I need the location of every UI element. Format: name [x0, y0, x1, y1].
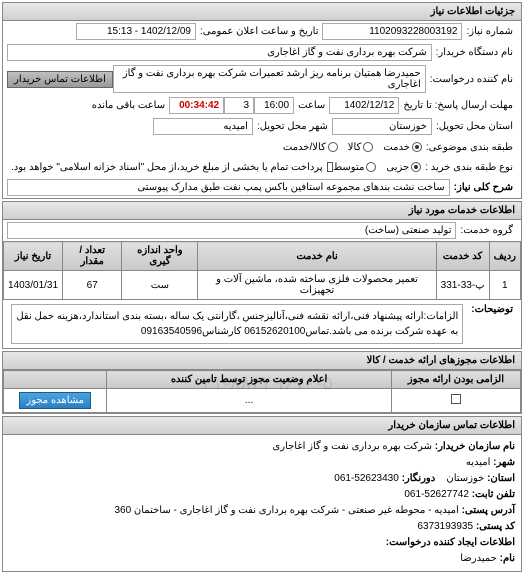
services-panel: اطلاعات خدمات مورد نیاز گروه خدمت: تولید…: [2, 201, 522, 349]
req-no-label: شماره نیاز:: [462, 26, 517, 37]
table-header-row: ردیف کد خدمت نام خدمت واحد اندازه گیری ت…: [4, 242, 521, 271]
req-creator-label: اطلاعات ایجاد کننده درخواست:: [386, 537, 515, 548]
buy-class-label: نوع طبقه بندی خرید :: [421, 162, 517, 173]
tel-val: 52627742-061: [404, 489, 469, 500]
table-header-row: الزامی بودن ارائه مجوز اعلام وضعیت مجوز …: [4, 371, 521, 389]
th-qty: تعداد / مقدار: [63, 242, 122, 271]
subject-class-radios: خدمت کالا کالا/خدمت: [283, 142, 422, 153]
tel-label: تلفن ثابت:: [472, 489, 515, 500]
th-name: نام خدمت: [198, 242, 436, 271]
cell-qty: 67: [63, 271, 122, 300]
city2-val: امیدیه: [466, 457, 491, 468]
post-val: 6373193935: [417, 521, 473, 532]
th-row: ردیف: [489, 242, 520, 271]
radio-goods[interactable]: کالا: [348, 142, 374, 153]
radio-dot-icon: [363, 142, 373, 152]
remaining-time-field: 00:34:42: [169, 97, 224, 114]
panel3-header: اطلاعات مجوزهای ارائه خدمت / کالا: [3, 352, 521, 370]
radio-both[interactable]: کالا/خدمت: [283, 142, 338, 153]
panel2-header: اطلاعات خدمات مورد نیاز: [3, 202, 521, 220]
post-label: کد پستی:: [476, 521, 515, 532]
th-date: تاریخ نیاز: [4, 242, 63, 271]
deadline-time-field: 16:00: [254, 97, 294, 114]
radio-dot-icon: [366, 162, 376, 172]
radio-dot-icon: [328, 142, 338, 152]
desc-label: توضیحات:: [467, 302, 517, 317]
org-label: نام سازمان خریدار:: [435, 441, 515, 452]
cell-date: 1403/01/31: [4, 271, 63, 300]
cell-required: [391, 389, 520, 413]
permits-panel: اطلاعات مجوزهای ارائه خدمت / کالا ۰۲۱-۸۸…: [2, 351, 522, 414]
req-no-field: 1102093228003192: [322, 23, 462, 40]
table-row[interactable]: 1 پ-33-331 تعمیر محصولات فلزی ساخته شده،…: [4, 271, 521, 300]
desc-text: الزامات:ارائه پیشنهاد فنی،ارائه نقشه فنی…: [11, 304, 463, 344]
services-table: ردیف کد خدمت نام خدمت واحد اندازه گیری ت…: [3, 241, 521, 300]
treasury-checkbox[interactable]: [327, 162, 333, 172]
city-field: امیدیه: [153, 118, 253, 135]
need-title-field: ساخت نشت بندهای مجموعه استافین باکس پمپ …: [7, 179, 450, 196]
required-checkbox[interactable]: [451, 394, 461, 404]
radio-dot-icon: [412, 142, 422, 152]
need-title-label: شرح کلی نیاز:: [450, 180, 517, 195]
time-label: ساعت: [294, 100, 329, 111]
addr-label: آدرس پستی:: [462, 505, 515, 516]
cell-action: مشاهده مجوز: [4, 389, 107, 413]
buyer-label: نام دستگاه خریدار:: [432, 47, 517, 58]
panel1-header: جزئیات اطلاعات نیاز: [3, 3, 521, 21]
deadline-date-field: 1402/12/12: [329, 97, 399, 114]
prov2-label: استان:: [487, 473, 515, 484]
city-label: شهر محل تحویل:: [253, 121, 332, 132]
buyer-contact-button[interactable]: اطلاعات تماس خریدار: [7, 71, 113, 88]
contact-info-block: نام سازمان خریدار: شرکت بهره برداری نفت …: [3, 435, 521, 571]
buy-class-radios: جزیی متوسط: [333, 162, 421, 173]
province-label: استان محل تحویل:: [432, 121, 517, 132]
count-field: 3: [224, 97, 254, 114]
requester-label: نام کننده درخواست:: [426, 74, 517, 85]
province-field: خوزستان: [332, 118, 432, 135]
group-label: گروه خدمت:: [456, 225, 517, 236]
org-val: شرکت بهره برداری نفت و گاز اغاجاری: [272, 441, 432, 452]
table-row: ... مشاهده مجوز: [4, 389, 521, 413]
th-code: کد خدمت: [436, 242, 489, 271]
group-field: تولید صنعتی (ساخت): [7, 222, 456, 239]
fax-label: دورنگار:: [402, 473, 436, 484]
prov2-val: خوزستان: [446, 473, 484, 484]
cell-idx: 1: [489, 271, 520, 300]
addr-val: امیدیه - محوطه غیر صنعتی - شرکت بهره برد…: [114, 505, 458, 516]
th-action: [4, 371, 107, 389]
cell-unit: ست: [122, 271, 198, 300]
cell-name: تعمیر محصولات فلزی ساخته شده، ماشین آلات…: [198, 271, 436, 300]
name-label: نام:: [500, 553, 515, 564]
permits-table: الزامی بودن ارائه مجوز اعلام وضعیت مجوز …: [3, 370, 521, 413]
class-label: طبقه بندی موضوعی:: [422, 142, 517, 153]
name-val: حمیدرضا: [460, 553, 497, 564]
city2-label: شهر:: [493, 457, 515, 468]
view-permit-button[interactable]: مشاهده مجوز: [19, 392, 91, 409]
buyer-field: شرکت بهره برداری نفت و گاز اغاجاری: [7, 44, 432, 61]
cell-status: ...: [107, 389, 391, 413]
radio-small[interactable]: جزیی: [386, 162, 421, 173]
cell-code: پ-33-331: [436, 271, 489, 300]
treasury-note: پرداخت تمام یا بخشی از مبلغ خرید،از محل …: [7, 162, 327, 173]
announce-field: 1402/12/09 - 15:13: [76, 23, 196, 40]
th-required: الزامی بودن ارائه مجوز: [391, 371, 520, 389]
radio-service[interactable]: خدمت: [383, 142, 422, 153]
radio-medium[interactable]: متوسط: [333, 162, 376, 173]
announce-label: تاریخ و ساعت اعلان عمومی:: [196, 26, 323, 37]
th-unit: واحد اندازه گیری: [122, 242, 198, 271]
th-status: اعلام وضعیت مجوز توسط تامین کننده: [107, 371, 391, 389]
remain-label: ساعت باقی مانده: [88, 100, 169, 111]
need-details-panel: جزئیات اطلاعات نیاز شماره نیاز: 11020932…: [2, 2, 522, 199]
panel4-header: اطلاعات تماس سازمان خریدار: [3, 417, 521, 435]
buyer-contact-panel: اطلاعات تماس سازمان خریدار نام سازمان خر…: [2, 416, 522, 572]
requester-field: حمیدرضا همتیان برنامه ریز ارشد تعمیرات ش…: [113, 65, 426, 93]
deadline-label: مهلت ارسال پاسخ: تا تاریخ: [399, 100, 517, 111]
fax-val: 52623430-061: [334, 473, 399, 484]
radio-dot-icon: [411, 162, 421, 172]
